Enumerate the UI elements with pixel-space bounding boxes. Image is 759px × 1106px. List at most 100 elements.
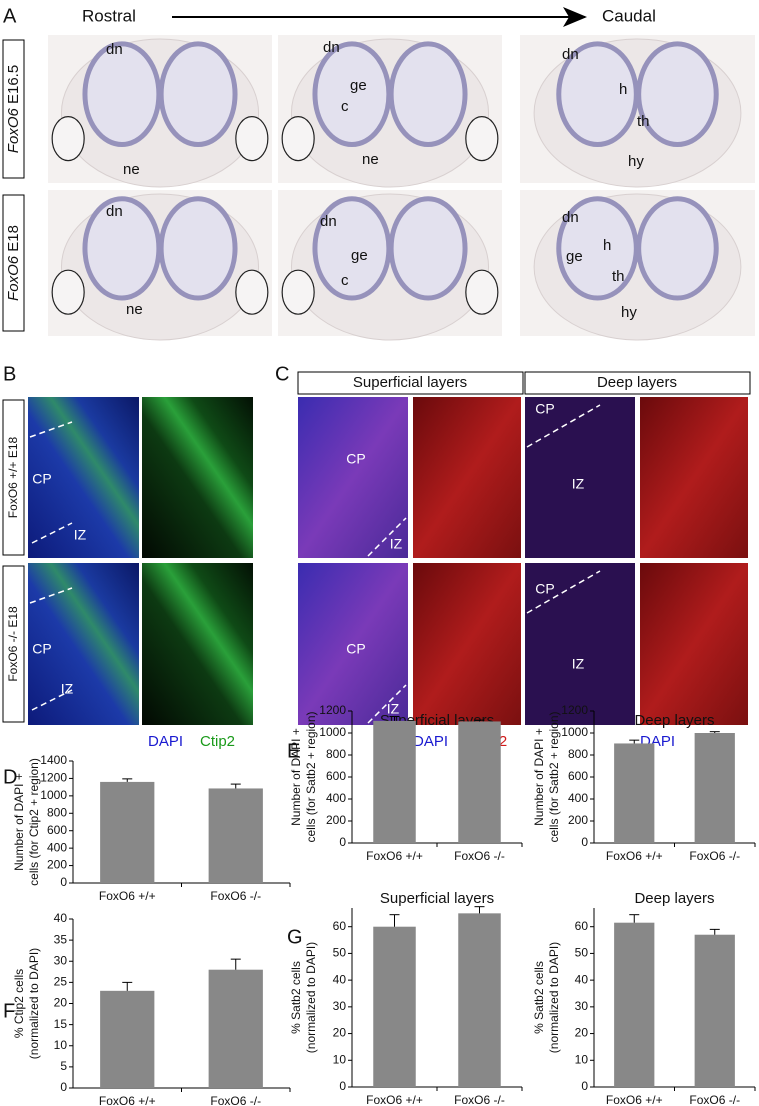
error-bar [629, 914, 640, 923]
eye [51, 269, 85, 315]
dapi-satb2-image [525, 563, 635, 725]
error-bar [474, 719, 485, 722]
y-tick-label: 1400 [40, 753, 67, 767]
region-label: dn [562, 46, 579, 63]
error-bar [230, 958, 241, 970]
eye [51, 116, 85, 162]
bar [208, 788, 263, 883]
region-label: hy [621, 304, 637, 321]
region-label: ge [566, 248, 583, 265]
gene-name: FoxO6 [5, 108, 22, 154]
y-tick-label: 0 [60, 875, 67, 889]
region-label: dn [106, 203, 123, 220]
y-tick-label: 20 [333, 1026, 347, 1040]
bar [100, 781, 155, 883]
y-axis-label: Number of DAPI + [12, 773, 26, 871]
group-header-box [524, 371, 751, 395]
y-tick-label: 20 [575, 1026, 589, 1040]
hemisphere [158, 196, 238, 301]
region-label: CP [535, 401, 554, 417]
region-label: ge [351, 247, 368, 264]
row-label-box [2, 39, 25, 179]
y-tick-label: 30 [575, 999, 589, 1013]
region-label: c [341, 272, 349, 289]
satb2-image [640, 397, 748, 558]
x-tick-label: FoxO6 -/- [454, 849, 505, 863]
region-label: th [637, 113, 650, 130]
group-header-box [297, 371, 524, 395]
region-label: hy [628, 153, 644, 170]
row-label-box [2, 194, 25, 332]
y-tick-label: 0 [339, 835, 346, 849]
hemisphere [636, 41, 719, 148]
bar [373, 720, 416, 843]
y-tick-label: 400 [47, 840, 67, 854]
y-axis-label: % Ctip2 cells [12, 969, 26, 1038]
chart-title: Deep layers [634, 890, 714, 907]
y-tick-label: 400 [568, 791, 588, 805]
y-tick-label: 0 [60, 1080, 67, 1094]
y-axis-label: Number of DAPI + [532, 728, 546, 826]
bar [458, 913, 501, 1087]
panel-letter: G [287, 926, 303, 948]
stage: E18 [5, 225, 22, 252]
x-tick-label: FoxO6 -/- [689, 1093, 740, 1106]
gene-name: FoxO6 [5, 255, 22, 301]
hemisphere [158, 41, 238, 148]
region-label: dn [320, 213, 337, 230]
direction-end: Caudal [602, 6, 656, 25]
y-tick-label: 1200 [319, 703, 346, 717]
y-tick-label: 1000 [561, 725, 588, 739]
row-label-box [2, 399, 25, 556]
channel-label: Ctip2 [200, 733, 235, 750]
satb2-image [413, 397, 521, 558]
y-tick-label: 25 [54, 975, 68, 989]
dapi-satb2-image [525, 397, 635, 558]
region-label: ne [123, 161, 140, 178]
y-tick-label: 1200 [561, 703, 588, 717]
boundary-line [31, 522, 73, 544]
row-label: FoxO6 +/+ E18 [6, 436, 20, 518]
error-bar [629, 739, 640, 744]
x-tick-label: FoxO6 +/+ [366, 849, 423, 863]
bar [694, 934, 735, 1087]
bar [614, 922, 655, 1087]
y-tick-label: 600 [47, 823, 67, 837]
y-tick-label: 200 [47, 858, 67, 872]
y-tick-label: 20 [54, 996, 68, 1010]
row-label: FoxO6 -/- E18 [6, 606, 20, 682]
bar [694, 733, 735, 843]
x-tick-label: FoxO6 +/+ [99, 889, 156, 903]
region-label: ne [362, 151, 379, 168]
y-tick-label: 10 [575, 1052, 589, 1066]
y-tick-label: 40 [575, 972, 589, 986]
y-tick-label: 35 [54, 932, 68, 946]
error-bar [230, 783, 241, 789]
x-tick-label: FoxO6 +/+ [606, 849, 663, 863]
eye [235, 116, 269, 162]
x-tick-label: FoxO6 -/- [454, 1093, 505, 1106]
y-axis-label: cells (for Satb2 + region) [547, 711, 561, 842]
y-axis-label: (normalized to DAPI) [27, 948, 41, 1059]
region-label: CP [32, 641, 51, 657]
x-tick-label: FoxO6 -/- [210, 889, 261, 903]
y-tick-label: 10 [333, 1052, 347, 1066]
region-label: dn [562, 209, 579, 226]
y-tick-label: 50 [333, 946, 347, 960]
eye [235, 269, 269, 315]
merge-image [28, 563, 139, 725]
region-label: th [612, 268, 625, 285]
region-label: dn [323, 39, 340, 56]
bar [100, 990, 155, 1088]
y-axis-label: % Satb2 cells [289, 961, 303, 1034]
y-tick-label: 50 [575, 946, 589, 960]
x-tick-label: FoxO6 -/- [689, 849, 740, 863]
y-axis-label: % Satb2 cells [532, 961, 546, 1034]
y-tick-label: 5 [60, 1059, 67, 1073]
ctip2-image [142, 563, 253, 725]
channel-label: DAPI [413, 733, 448, 750]
y-tick-label: 60 [333, 919, 347, 933]
error-bar [709, 731, 720, 733]
error-bar [389, 716, 400, 721]
y-tick-label: 1000 [319, 725, 346, 739]
